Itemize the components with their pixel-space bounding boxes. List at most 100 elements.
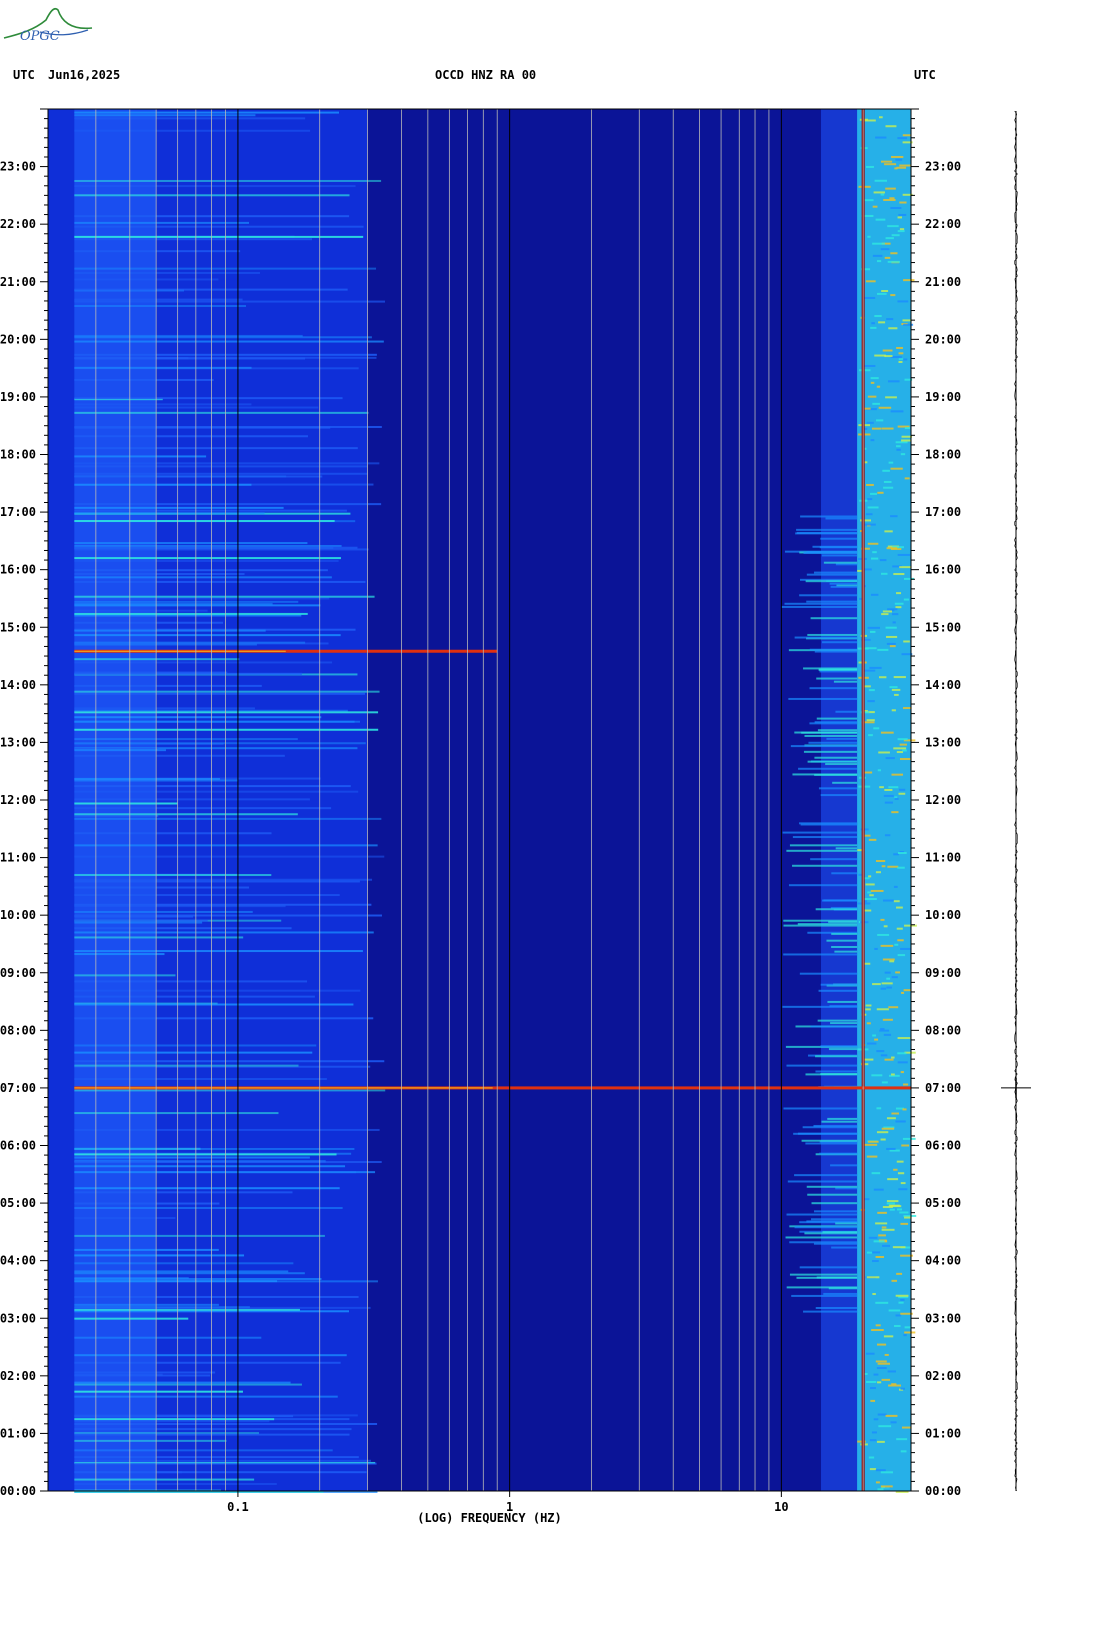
- lowfreq-streak: [74, 1449, 333, 1452]
- highfreq-streak: [794, 731, 858, 734]
- lowfreq-streak: [74, 546, 358, 549]
- highfreq-speckle: [877, 491, 884, 494]
- highfreq-streak: [819, 1152, 858, 1155]
- highfreq-speckle: [866, 483, 874, 486]
- highfreq-speckle: [896, 1272, 903, 1275]
- highfreq-speckle: [896, 445, 901, 448]
- highfreq-speckle: [901, 991, 905, 994]
- highfreq-speckle: [897, 553, 910, 556]
- highfreq-speckle: [883, 794, 894, 797]
- highfreq-speckle: [857, 1440, 866, 1443]
- lowfreq-streak: [74, 1147, 355, 1150]
- lowfreq-streak: [74, 927, 292, 930]
- lowfreq-streak: [74, 643, 257, 646]
- highfreq-speckle: [867, 506, 879, 509]
- highfreq-streak: [790, 745, 858, 748]
- highfreq-speckle: [902, 134, 911, 137]
- lowfreq-streak: [74, 600, 299, 603]
- highfreq-speckle: [888, 1309, 901, 1312]
- highfreq-speckle: [898, 788, 906, 791]
- highfreq-speckle: [886, 1202, 895, 1205]
- highfreq-speckle: [887, 1370, 896, 1373]
- highfreq-speckle: [861, 214, 874, 217]
- lowfreq-streak: [74, 300, 386, 303]
- highfreq-speckle: [857, 569, 864, 572]
- highfreq-speckle: [863, 407, 871, 410]
- highfreq-streak: [810, 858, 858, 861]
- highfreq-streak: [803, 1310, 858, 1313]
- lowfreq-streak: [74, 1428, 352, 1431]
- highfreq-speckle: [887, 380, 900, 383]
- highfreq-streak: [794, 636, 858, 639]
- lowfreq-streak: [74, 1051, 313, 1054]
- highfreq-speckle: [877, 1343, 887, 1346]
- lowfreq-streak: [74, 1064, 299, 1067]
- y-tick-label-left: 22:00: [0, 217, 36, 231]
- highfreq-speckle: [882, 610, 892, 613]
- highfreq-speckle: [886, 1200, 899, 1203]
- y-tick-label-left: 00:00: [0, 1484, 36, 1498]
- lowfreq-streak: [74, 1374, 211, 1377]
- highfreq-speckle: [895, 1314, 902, 1317]
- highfreq-speckle: [881, 427, 894, 430]
- highfreq-streak: [831, 932, 858, 935]
- highfreq-speckle: [888, 327, 898, 330]
- highfreq-speckle: [871, 1431, 877, 1434]
- highfreq-speckle: [883, 198, 896, 201]
- highfreq-speckle: [890, 294, 896, 297]
- y-tick-label-left: 01:00: [0, 1426, 36, 1440]
- lowfreq-streak: [74, 411, 369, 414]
- lowfreq-streak: [74, 1262, 294, 1265]
- highfreq-speckle: [863, 296, 876, 299]
- y-tick-label-right: 06:00: [925, 1139, 961, 1153]
- highfreq-speckle: [901, 435, 913, 438]
- highfreq-streak: [792, 836, 858, 839]
- highfreq-speckle: [865, 883, 875, 886]
- highfreq-speckle: [878, 321, 886, 324]
- lowfreq-streak: [74, 340, 384, 343]
- highfreq-speckle: [887, 608, 898, 611]
- highfreq-speckle: [873, 1188, 884, 1191]
- highfreq-streak: [815, 908, 858, 911]
- lowfreq-streak: [74, 1390, 243, 1393]
- highfreq-speckle: [875, 1222, 888, 1225]
- highfreq-speckle: [883, 486, 894, 489]
- highfreq-speckle: [870, 492, 878, 495]
- highfreq-streak: [794, 1226, 858, 1229]
- highfreq-speckle: [888, 461, 894, 464]
- highfreq-streak: [797, 923, 858, 926]
- highfreq-speckle: [904, 1331, 916, 1334]
- highfreq-speckle: [870, 593, 879, 596]
- highfreq-speckle: [871, 557, 879, 560]
- highfreq-speckle: [897, 1037, 911, 1040]
- highfreq-speckle: [900, 1071, 904, 1074]
- lowfreq-streak: [74, 1471, 182, 1474]
- y-tick-label-left: 02:00: [0, 1369, 36, 1383]
- highfreq-streak: [816, 1276, 858, 1279]
- lowfreq-streak: [74, 798, 310, 801]
- highfreq-speckle: [866, 1155, 878, 1158]
- highfreq-speckle: [870, 439, 875, 442]
- lowfreq-streak: [74, 1044, 317, 1047]
- y-tick-label-left: 21:00: [0, 275, 36, 289]
- lowfreq-streak: [74, 844, 378, 847]
- highfreq-noise-band: [857, 109, 911, 1491]
- highfreq-speckle: [863, 568, 872, 571]
- highfreq-speckle: [886, 1117, 896, 1120]
- lowfreq-streak: [74, 426, 331, 429]
- highfreq-speckle: [876, 1366, 887, 1369]
- highfreq-streak: [785, 1236, 858, 1239]
- highfreq-speckle: [863, 461, 868, 464]
- highfreq-speckle: [896, 346, 903, 349]
- highfreq-streak: [814, 1210, 858, 1213]
- highfreq-speckle: [896, 166, 907, 169]
- highfreq-speckle: [892, 1246, 906, 1249]
- highfreq-speckle: [871, 1074, 883, 1077]
- highfreq-speckle: [877, 1488, 884, 1491]
- highfreq-speckle: [895, 1294, 909, 1297]
- highfreq-streak: [820, 537, 858, 540]
- lowfreq-streak: [74, 1439, 227, 1442]
- highfreq-streak: [806, 1220, 858, 1223]
- highfreq-speckle: [904, 1051, 916, 1054]
- x-tick-label: 10: [774, 1500, 788, 1514]
